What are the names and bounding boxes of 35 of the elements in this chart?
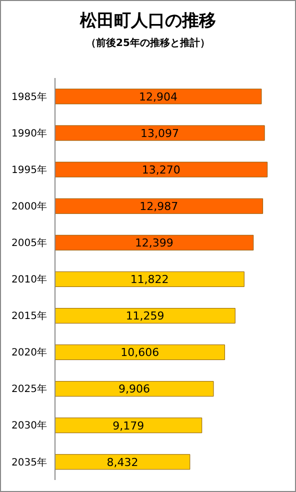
y-tick-label: 1990年 <box>12 127 47 140</box>
y-tick-label: 1995年 <box>12 164 47 176</box>
bar <box>54 125 265 141</box>
data-label: 11,822 <box>130 273 169 286</box>
bar <box>54 381 214 397</box>
y-tick-label: 2020年 <box>12 346 47 359</box>
bar <box>54 88 262 104</box>
y-tick-label: 2030年 <box>12 420 47 432</box>
data-label: 9,906 <box>118 382 150 396</box>
bar <box>54 271 244 287</box>
data-label: 10,606 <box>120 346 160 360</box>
data-label: 11,259 <box>126 310 164 323</box>
data-label: 12,399 <box>134 236 174 250</box>
bar <box>54 308 236 324</box>
bar <box>54 418 202 434</box>
y-tick-label: 2035年 <box>12 456 47 468</box>
data-label: 12,987 <box>140 200 178 214</box>
y-tick-label: 2025年 <box>12 383 47 396</box>
data-label: 8,432 <box>106 456 138 469</box>
bar <box>54 344 225 360</box>
bar <box>54 198 264 214</box>
data-label: 13,270 <box>142 163 180 176</box>
chart-subtitle: （前後25年の推移と推計） <box>85 36 211 50</box>
bar <box>54 162 268 178</box>
y-tick-label: 2000年 <box>12 200 47 212</box>
y-tick-label: 2005年 <box>12 237 47 250</box>
data-label: 9,179 <box>112 419 144 432</box>
y-tick-label: 2015年 <box>12 310 47 322</box>
y-tick-label: 1985年 <box>12 90 47 103</box>
data-label: 12,904 <box>138 90 178 104</box>
bar <box>54 234 254 250</box>
bar <box>54 454 190 470</box>
y-tick-label: 2010年 <box>12 274 47 286</box>
data-label: 13,097 <box>140 126 180 140</box>
chart-title: 松田町人口の推移 <box>78 10 217 32</box>
